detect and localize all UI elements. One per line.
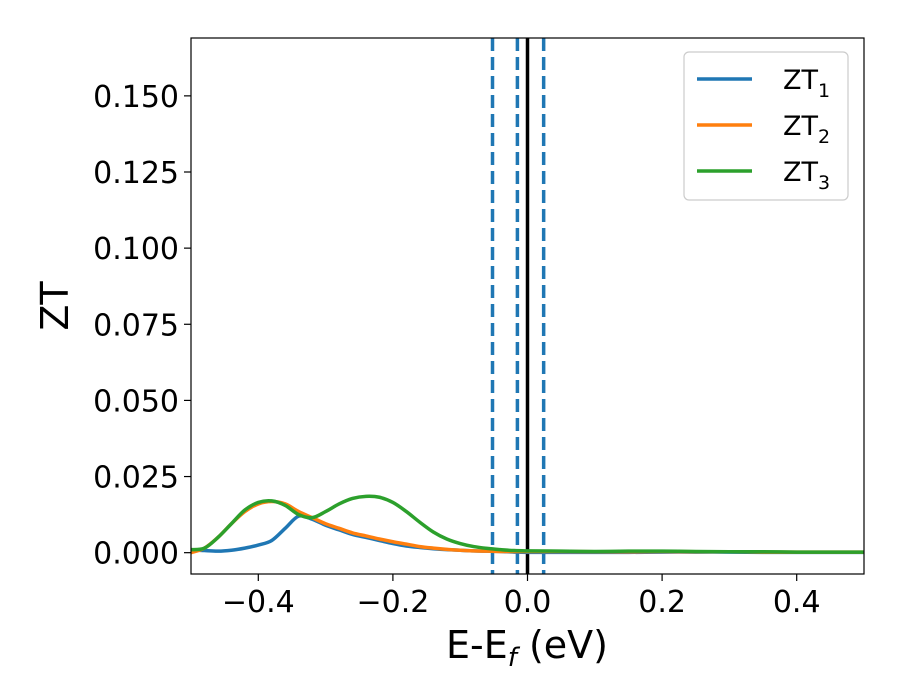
legend: ZT1 ZT2 ZT3 — [683, 51, 849, 201]
legend-label-zt1: ZT1 — [783, 65, 830, 102]
y-axis: 0.000 0.025 0.050 0.075 0.100 0.125 0.150 — [93, 80, 191, 572]
y-tick-label: 0.025 — [93, 461, 179, 496]
x-axis-label: E-Ef (eV) — [446, 623, 608, 673]
y-tick-label: 0.000 — [93, 537, 179, 572]
y-tick-label: 0.100 — [93, 232, 179, 267]
plot-area — [191, 38, 864, 574]
x-tick-label: 0.4 — [773, 585, 821, 620]
legend-label-zt2: ZT2 — [783, 111, 830, 148]
x-axis-label-main: E-E — [446, 623, 508, 667]
x-tick-label: 0.2 — [638, 585, 686, 620]
y-tick-label: 0.150 — [93, 80, 179, 115]
x-axis: −0.4 −0.2 0.0 0.2 0.4 — [222, 574, 821, 620]
series-line-zt3 — [191, 494, 864, 554]
y-axis-label: ZT — [33, 281, 77, 331]
x-tick-label: −0.2 — [356, 585, 429, 620]
legend-label-zt3: ZT3 — [783, 157, 830, 194]
x-axis-label-unit: (eV) — [517, 623, 608, 667]
y-tick-label: 0.075 — [93, 308, 179, 343]
y-tick-label: 0.050 — [93, 384, 179, 419]
x-tick-label: 0.0 — [504, 585, 552, 620]
legend-box — [683, 51, 849, 201]
y-tick-label: 0.125 — [93, 156, 179, 191]
x-tick-label: −0.4 — [222, 585, 295, 620]
